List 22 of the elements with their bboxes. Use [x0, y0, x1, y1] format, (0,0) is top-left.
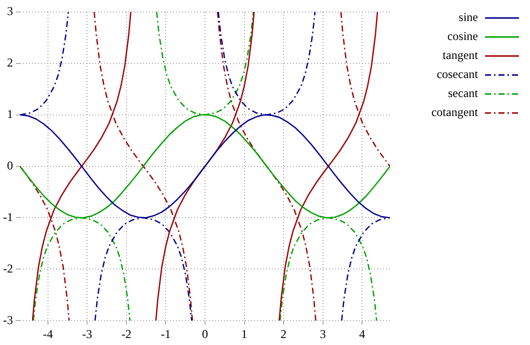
- x-tick-label: 4: [359, 326, 366, 341]
- x-tick-label: -4: [42, 326, 53, 341]
- x-tick-label: 0: [202, 326, 208, 341]
- x-tick-label: -1: [160, 326, 171, 341]
- x-tick-label: 3: [320, 326, 326, 341]
- y-tick-label: -3: [2, 312, 13, 327]
- y-tick-label: 3: [6, 4, 13, 18]
- x-tick-label: 1: [241, 326, 248, 341]
- legend-label: cosine: [446, 29, 479, 44]
- y-tick-label: 0: [6, 158, 13, 172]
- x-tick-label: 2: [280, 326, 287, 341]
- y-tick-label: 1: [6, 107, 13, 122]
- legend-label: cotangent: [430, 105, 479, 120]
- legend-label: cosecant: [436, 67, 479, 82]
- y-tick-label: -1: [2, 210, 13, 224]
- x-tick-label: -2: [121, 326, 132, 341]
- legend-label: secant: [447, 86, 479, 101]
- legend-label: sine: [458, 10, 479, 25]
- y-tick-label: -2: [2, 261, 13, 276]
- x-tick-label: -3: [82, 326, 92, 341]
- legend-label: tangent: [442, 48, 479, 63]
- y-tick-label: 2: [6, 56, 13, 70]
